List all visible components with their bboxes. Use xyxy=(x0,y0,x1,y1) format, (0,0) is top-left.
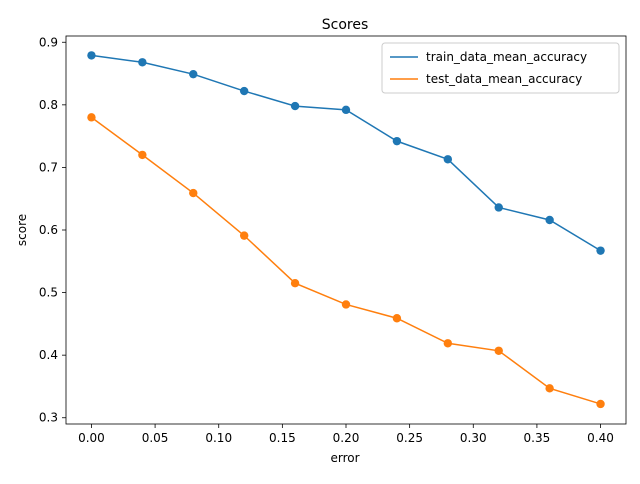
series-1-point xyxy=(341,105,351,115)
series-1-point xyxy=(443,155,453,164)
x-tick-label: 0.35 xyxy=(524,431,551,445)
series-2-point xyxy=(189,188,198,198)
y-tick-label: 0.9 xyxy=(39,35,58,49)
series-1-point xyxy=(138,58,147,67)
y-tick-label: 0.6 xyxy=(39,223,58,237)
legend-label-1: train_data_mean_accuracy xyxy=(426,50,587,64)
y-tick-label: 0.4 xyxy=(39,348,58,362)
y-tick-label: 0.7 xyxy=(39,160,58,174)
x-tick-label: 0.20 xyxy=(333,431,360,445)
series-1-point xyxy=(596,246,605,255)
series-2-point xyxy=(596,399,605,409)
series-1-point xyxy=(545,215,554,225)
x-tick-label: 0.15 xyxy=(269,431,296,445)
series-2-point xyxy=(341,300,351,309)
legend-box xyxy=(381,42,620,94)
x-tick-label: 0.05 xyxy=(142,431,169,445)
y-tick-label: 0.5 xyxy=(39,286,58,300)
series-1-point xyxy=(392,136,402,146)
x-axis-label: error xyxy=(330,451,359,465)
series-2-point xyxy=(443,339,453,348)
series-2-point xyxy=(392,314,402,323)
series-1-point xyxy=(189,69,198,79)
y-axis-label: score xyxy=(15,214,29,246)
series-1-point xyxy=(239,86,249,96)
series-1-point xyxy=(290,101,300,111)
series-1-point xyxy=(494,203,503,212)
series-line-2 xyxy=(91,116,601,405)
series-1-point xyxy=(87,51,96,60)
series-2-point xyxy=(545,384,554,393)
y-tick-label: 0.8 xyxy=(39,98,58,112)
series-2-point xyxy=(290,278,300,288)
x-tick-label: 0.30 xyxy=(460,431,487,445)
y-tick-label: 0.3 xyxy=(39,411,58,425)
series-2-point xyxy=(87,113,96,122)
x-tick-label: 0.00 xyxy=(78,431,105,445)
series-2-point xyxy=(494,346,503,355)
legend-label-2: test_data_mean_accuracy xyxy=(426,72,582,86)
x-tick-label: 0.25 xyxy=(396,431,423,445)
x-tick-label: 0.10 xyxy=(205,431,232,445)
x-tick-label: 0.40 xyxy=(587,431,614,445)
legend: train_data_mean_accuracy test_data_mean_a… xyxy=(381,42,620,94)
chart-title: Scores xyxy=(322,17,369,33)
series-2-point xyxy=(138,150,147,160)
series-2-point xyxy=(239,231,249,240)
plot-frame xyxy=(65,35,627,425)
